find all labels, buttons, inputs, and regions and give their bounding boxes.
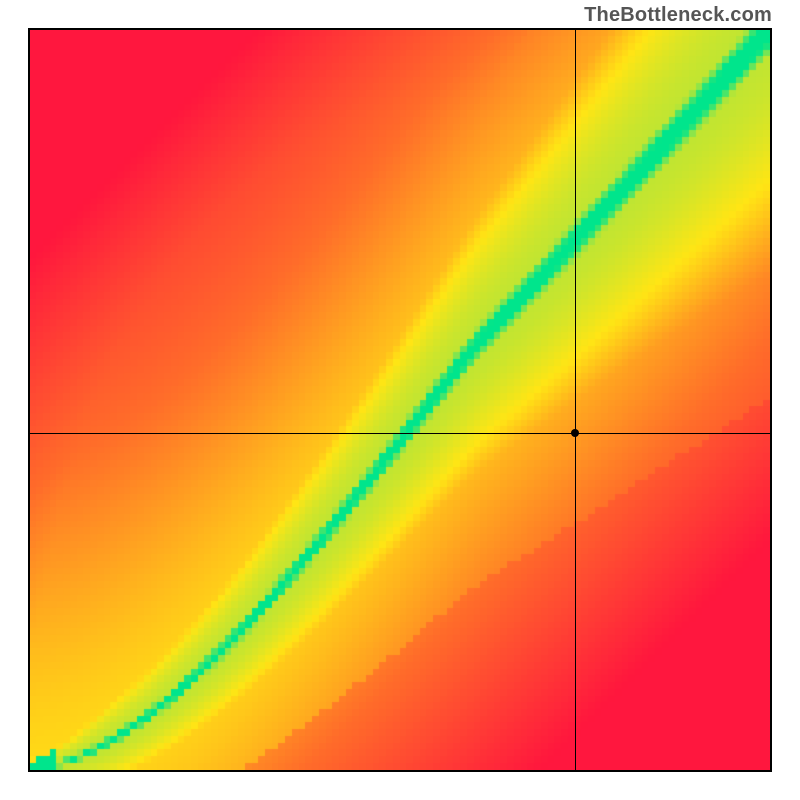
marker-dot bbox=[571, 429, 579, 437]
crosshair-horizontal bbox=[30, 433, 770, 434]
watermark-text: TheBottleneck.com bbox=[584, 4, 772, 27]
crosshair-vertical bbox=[575, 30, 576, 770]
heatmap-canvas bbox=[30, 30, 770, 770]
plot-area bbox=[28, 28, 772, 772]
